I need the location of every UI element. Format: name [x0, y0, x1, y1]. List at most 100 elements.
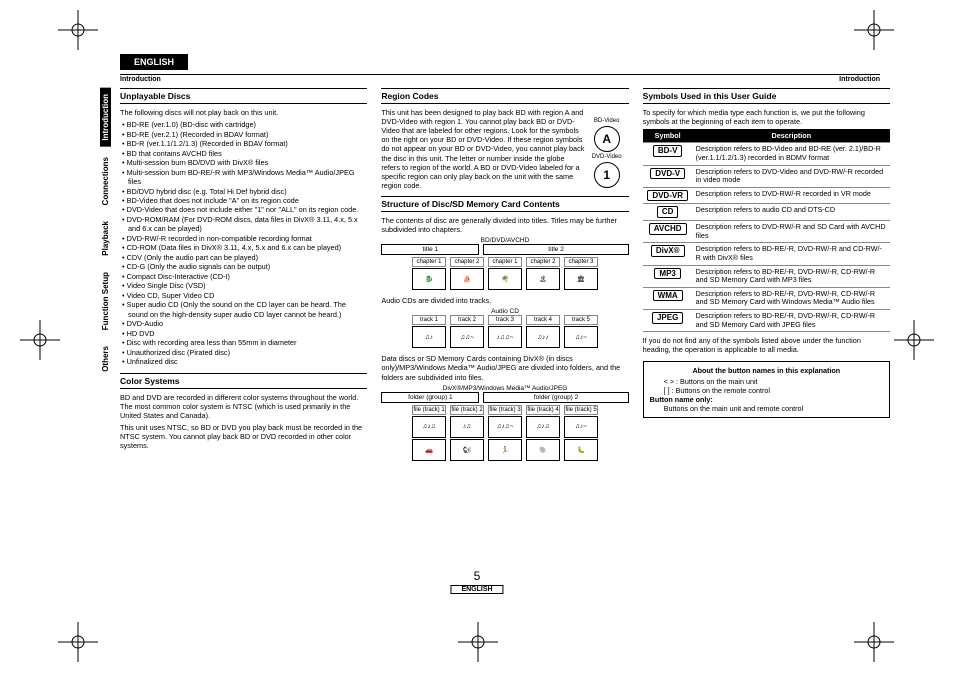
list-item: BD-RE (ver.2.1) (Recorded in BDAV format… — [128, 130, 367, 139]
symbol-description: Description refers to BD-RE/-R, DVD-RW/-… — [693, 265, 890, 287]
bd-video-label: BD-Video — [587, 118, 627, 124]
symbol-description: Description refers to audio CD and DTS-C… — [693, 204, 890, 221]
diagram-cell-label: chapter 3 — [564, 257, 598, 267]
symbols-title: Symbols Used in this User Guide — [643, 88, 890, 104]
diagram-cell-label: file (track) 3 — [488, 405, 522, 415]
color-systems-title: Color Systems — [120, 373, 367, 389]
page-number: 5 — [450, 569, 503, 583]
side-tab-connections: Connections — [100, 151, 111, 211]
symbols-note: If you do not find any of the symbols li… — [643, 336, 890, 354]
content-columns: Unplayable Discs The following discs wil… — [120, 88, 890, 467]
header-right: Introduction — [839, 76, 880, 83]
table-row: BD-V Description refers to BD-Video and B… — [643, 143, 890, 165]
region-codes-title: Region Codes — [381, 88, 628, 104]
header-left: Introduction — [120, 76, 161, 83]
region-a-icon: A — [594, 126, 620, 152]
diag3-folder2: folder (group) 2 — [534, 394, 578, 401]
note-title: About the button names in this explanati… — [650, 366, 883, 375]
list-item: Multi-session burn BD-RE/-R with MP3/Win… — [128, 168, 367, 187]
diagram-data-disc: DivX®/MP3/Windows Media™ Audio/JPEG fold… — [381, 385, 628, 461]
diag3-label: DivX®/MP3/Windows Media™ Audio/JPEG — [381, 385, 628, 392]
note-line-1: < > : Buttons on the main unit — [650, 377, 883, 386]
region-1-icon: 1 — [594, 162, 620, 188]
diagram-bd-dvd: BD/DVD/AVCHD title 1 title 2 chapter 1 ch… — [381, 237, 628, 290]
diagram-cell-label: file (track) 4 — [526, 405, 560, 415]
structure-p2: Audio CDs are divided into tracks. — [381, 296, 628, 305]
diagram-cell-label: file (track) 2 — [450, 405, 484, 415]
side-tab-function-setup: Function Setup — [100, 266, 111, 336]
symbol-badge: BD-V — [653, 145, 683, 157]
note-line-3-label: Button name only: — [650, 395, 883, 404]
list-item: BD-Video that does not include "A" on it… — [128, 196, 367, 205]
diagram-audio-cd: Audio CD track 1track 2track 3track 4tra… — [381, 308, 628, 348]
list-item: BD-R (ver.1.1/1.2/1.3) (Recorded in BDAV… — [128, 139, 367, 148]
table-row: MP3 Description refers to BD-RE/-R, DVD-R… — [643, 265, 890, 287]
unplayable-discs-title: Unplayable Discs — [120, 88, 367, 104]
th-symbol: Symbol — [643, 129, 693, 143]
diagram-cell-label: chapter 1 — [412, 257, 446, 267]
diagram-cell-label: track 2 — [450, 315, 484, 325]
symbol-description: Description refers to BD-RE/-R, DVD-RW/-… — [693, 243, 890, 265]
symbol-description: Description refers to DVD-Video and DVD-… — [693, 165, 890, 187]
button-names-box: About the button names in this explanati… — [643, 361, 890, 418]
symbol-description: Description refers to DVD-RW/-R recorded… — [693, 187, 890, 204]
diag1-title1: title 1 — [423, 246, 439, 253]
symbol-description: Description refers to BD-Video and BD-RE… — [693, 143, 890, 165]
symbol-badge: MP3 — [654, 268, 680, 280]
diag1-label: BD/DVD/AVCHD — [381, 237, 628, 244]
symbols-intro: To specify for which media type each fun… — [643, 108, 890, 126]
structure-title: Structure of Disc/SD Memory Card Content… — [381, 196, 628, 212]
list-item: BD/DVD hybrid disc (e.g. Total Hi Def hy… — [128, 187, 367, 196]
list-item: DVD-RW/-R recorded in non-compatible rec… — [128, 234, 367, 243]
structure-p3: Data discs or SD Memory Cards containing… — [381, 354, 628, 381]
language-tab: ENGLISH — [120, 54, 188, 70]
symbols-table: Symbol Description BD-VDescription refer… — [643, 129, 890, 332]
diagram-cell-label: file (track) 5 — [564, 405, 598, 415]
list-item: DVD-Audio — [128, 319, 367, 328]
symbol-description: Description refers to DVD-RW/-R and SD C… — [693, 220, 890, 242]
list-item: CD-G (Only the audio signals can be outp… — [128, 262, 367, 271]
side-tabs: Introduction Connections Playback Functi… — [100, 88, 114, 382]
symbol-badge: DVD-V — [650, 168, 685, 180]
column-3: Symbols Used in this User Guide To speci… — [643, 88, 890, 467]
diag3-folder1: folder (group) 1 — [408, 394, 452, 401]
list-item: BD that contains AVCHD files — [128, 149, 367, 158]
list-item: CDV (Only the audio part can be played) — [128, 253, 367, 262]
table-row: JPEGDescription refers to BD-RE/-R, DVD-… — [643, 310, 890, 332]
side-tab-others: Others — [100, 340, 111, 378]
manual-page: ENGLISH Introduction Introduction Introd… — [60, 60, 894, 600]
list-item: Compact Disc-Interactive (CD-I) — [128, 272, 367, 281]
list-item: Video Single Disc (VSD) — [128, 281, 367, 290]
side-tab-playback: Playback — [100, 215, 111, 262]
symbol-badge: CD — [657, 206, 679, 218]
region-icons: BD-Video A DVD-Video 1 — [587, 118, 627, 190]
footer-language: ENGLISH — [450, 585, 503, 594]
diagram-cell-label: track 1 — [412, 315, 446, 325]
list-item: HD DVD — [128, 329, 367, 338]
color-systems-p1: BD and DVD are recorded in different col… — [120, 393, 367, 420]
note-line-2: [ ] : Buttons on the remote control — [650, 386, 883, 395]
symbol-badge: DVD-VR — [647, 190, 688, 202]
table-row: DVD-V Description refers to DVD-Video and… — [643, 165, 890, 187]
unplayable-intro: The following discs will not play back o… — [120, 108, 367, 117]
diagram-cell-label: chapter 1 — [488, 257, 522, 267]
dvd-video-label: DVD-Video — [587, 154, 627, 160]
list-item: Video CD, Super Video CD — [128, 291, 367, 300]
column-2: Region Codes This unit has been designed… — [381, 88, 628, 467]
diag2-label: Audio CD — [381, 308, 628, 315]
table-row: AVCHDDescription refers to DVD-RW/-R and… — [643, 220, 890, 242]
table-row: CD Description refers to audio CD and DTS… — [643, 204, 890, 221]
symbol-badge: JPEG — [652, 312, 683, 324]
table-row: DivX® Description refers to BD-RE/-R, DVD… — [643, 243, 890, 265]
diag1-title2: title 2 — [548, 246, 564, 253]
table-row: WMADescription refers to BD-RE/-R, DVD-R… — [643, 287, 890, 309]
color-systems-p2: This unit uses NTSC, so BD or DVD you pl… — [120, 423, 367, 450]
structure-p1: The contents of disc are generally divid… — [381, 216, 628, 234]
symbol-badge: DivX® — [651, 245, 685, 257]
table-row: DVD-VR Description refers to DVD-RW/-R re… — [643, 187, 890, 204]
page-footer: 5 ENGLISH — [450, 569, 503, 594]
header-rule — [120, 74, 880, 75]
list-item: BD-RE (ver.1.0) (BD-disc with cartridge) — [128, 120, 367, 129]
column-1: Unplayable Discs The following discs wil… — [120, 88, 367, 467]
diagram-cell-label: track 4 — [526, 315, 560, 325]
